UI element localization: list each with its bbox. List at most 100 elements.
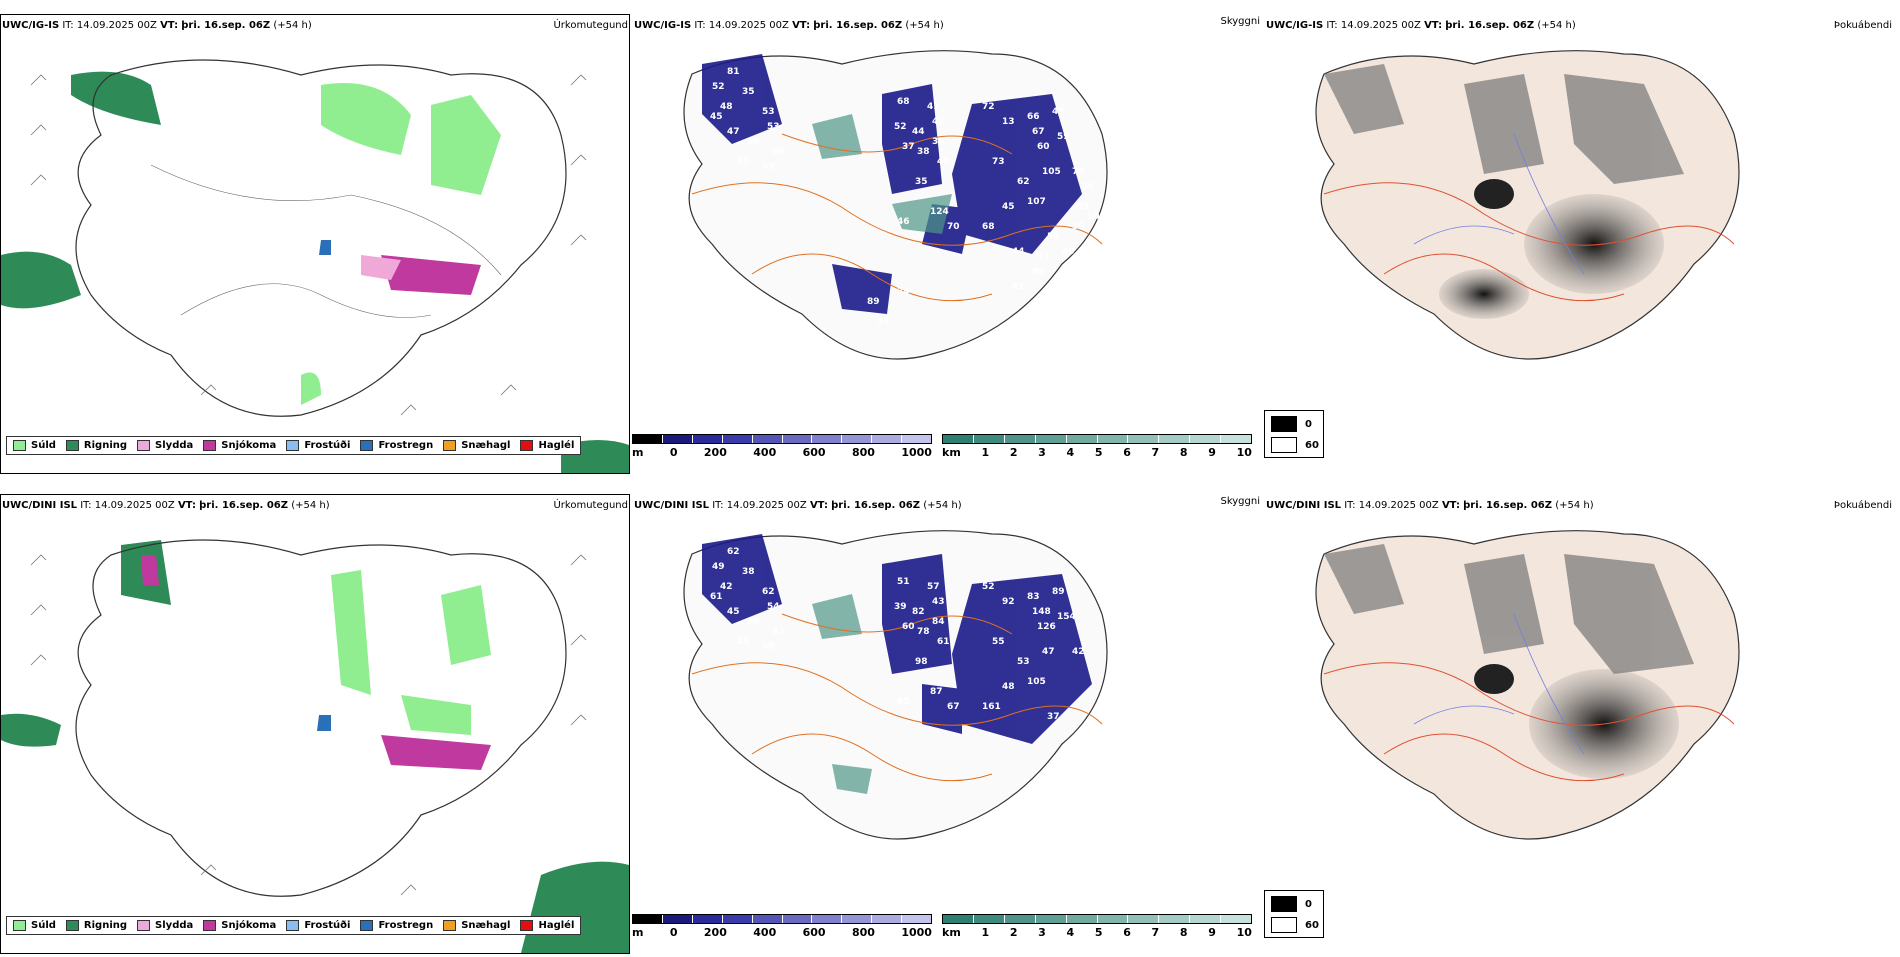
cloud-value: 44 [737,637,750,647]
cloud-value: 62 [1017,177,1030,187]
cloud-value: 85 [897,697,910,707]
cloud-map-top: 81 52 35 48 45 53 47 53 50 50 37 69 68 41 42 52 44 36 37 38… [632,14,1262,474]
cloud-value: 67 [1032,127,1045,137]
cloud-value: 87 [930,687,943,697]
cloud-value: 46 [897,217,910,227]
precip-legend: Súld Rigning Slydda Snjókoma Frostúði Fr… [6,436,582,455]
precip-map-bottom [0,494,630,954]
cloud-value: 47 [1042,647,1055,657]
cloud-value: 52 [894,122,907,132]
cloud-value: 44 [1012,247,1025,257]
cloud-value: 10 [1087,212,1100,222]
cloud-value: 82 [912,607,925,617]
cloud-value: 61 [710,592,723,602]
cloud-panel-bottom: 62 49 38 42 61 62 45 54 39 43 44 48 51 57 43 39 82 84 60 78… [632,494,1262,954]
cloud-value: 154 [1057,612,1076,622]
cloud-value: 42 [720,582,733,592]
cloud-value: 41 [927,102,940,112]
cloud-value: 70 [947,222,960,232]
cloud-value: 54 [767,602,780,612]
cloud-value: 34 [897,287,910,297]
cloud-value: 48 [720,102,733,112]
cloud-value: 38 [917,147,930,157]
cloud-value: 81 [727,67,740,77]
cloud-value: 48 [762,642,775,652]
fog-panel-top: UWC/IG-IS IT: 14.09.2025 00Z VT: þri. 16… [1264,14,1894,474]
cloud-value: 35 [915,177,928,187]
cloud-value: 59 [1057,132,1070,142]
panel-label: Úrkomutegund [553,500,628,511]
cloud-value: 45 [710,112,723,122]
legend-item: Rigning [65,440,127,451]
cloud-value: 38 [742,567,755,577]
cloud-value: 98 [915,657,928,667]
cloud-value: 89 [1032,267,1045,277]
cloud-value: 50 [772,147,785,157]
cloud-value: 105 [1027,677,1046,687]
precip-panel-top: UWC/IG-IS IT: 14.09.2025 00Z VT: þri. 16… [0,14,630,474]
cloud-value: 48 [1002,682,1015,692]
cloud-value: 49 [712,562,725,572]
cloud-panel-top: 81 52 35 48 45 53 47 53 50 50 37 69 68 41 42 52 44 36 37 38… [632,14,1262,474]
fog-map-top [1264,14,1894,474]
cloud-value: 78 [917,627,930,637]
cloud-value: 48 [937,157,950,167]
legend-item: Snæhagl [443,920,510,931]
fog-legend: 0 60 [1264,410,1324,458]
cloud-value: 89 [867,297,880,307]
fog-legend-item: 60 [1271,437,1323,453]
cloud-value: 126 [1037,622,1056,632]
panel-label: Þokuábendi [1833,500,1892,511]
cloud-value: 59 [1047,232,1060,242]
cloud-value: 148 [1032,607,1051,617]
legend-item: Slydda [137,920,193,931]
cloud-map-bottom: 62 49 38 42 61 62 45 54 39 43 44 48 51 57 43 39 82 84 60 78… [632,494,1262,954]
cloud-value: 68 [982,222,995,232]
legend-item: Haglél [520,440,574,451]
cloud-value: 35 [742,87,755,97]
height-colorbar-bar [632,434,932,444]
cloud-value: 47 [1052,107,1065,117]
cloud-value: 81 [1012,282,1025,292]
legend-item: Snæhagl [443,440,510,451]
legend-item: Snjókoma [203,440,276,451]
cloud-value: 60 [1037,142,1050,152]
cloud-value: 68 [897,97,910,107]
cloud-value: 59 [1072,222,1085,232]
panel-title: UWC/IG-IS IT: 14.09.2025 00Z VT: þri. 16… [634,20,944,31]
cloud-value: 52 [982,582,995,592]
cloud-value: 52 [712,82,725,92]
fog-legend: 0 60 [1264,890,1324,938]
cloud-value: 37 [902,142,915,152]
fog-map-bottom [1264,494,1894,954]
cloud-value: 92 [1002,597,1015,607]
height-colorbar: m 0 200 400 600 800 1000 [632,434,932,466]
legend-item: Slydda [137,440,193,451]
cloud-value: 42 [932,117,945,127]
cloud-value: 67 [947,702,960,712]
visibility-colorbar-bar [942,914,1252,924]
cloud-value: 105 [1042,167,1061,177]
cloud-value: 36 [932,137,945,147]
panel-label: Úrkomutegund [553,20,628,31]
cloud-value: 66 [1027,112,1040,122]
cloud-value: 53 [1037,252,1050,262]
legend-item: Rigning [65,920,127,931]
cloud-value: 43 [932,597,945,607]
cloud-value: 53 [1017,657,1030,667]
cloud-value: 57 [927,582,940,592]
panel-title: UWC/IG-IS IT: 14.09.2025 00Z VT: þri. 16… [2,20,312,31]
cloud-value: 51 [897,577,910,587]
cloud-value: 37 [1047,712,1060,722]
cloud-value: 56 [1082,182,1095,192]
panel-title: UWC/DINI ISL IT: 14.09.2025 00Z VT: þri.… [2,500,330,511]
cloud-value: 50 [747,137,760,147]
cloud-value: 62 [762,587,775,597]
panel-label: Þokuábendi [1833,20,1892,31]
